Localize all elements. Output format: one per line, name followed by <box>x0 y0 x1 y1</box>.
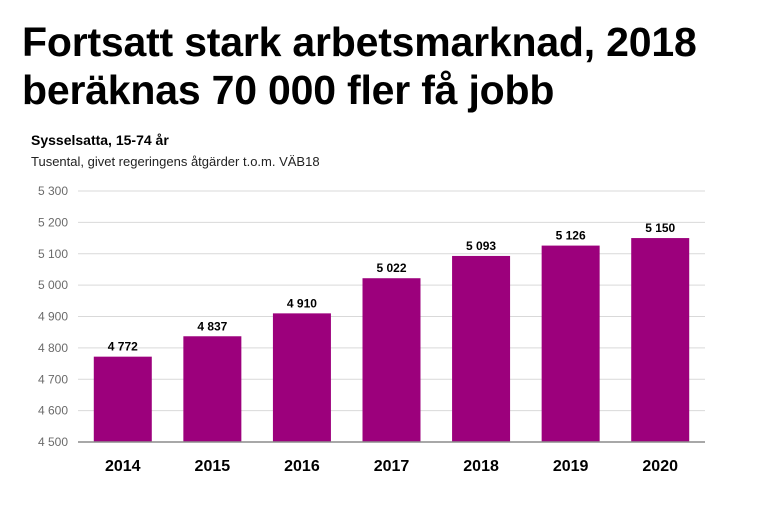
bar <box>631 238 690 442</box>
data-label: 4 772 <box>108 340 138 354</box>
chart-headline: Fortsatt stark arbetsmarknad, 2018 beräk… <box>22 18 752 114</box>
bar <box>362 278 421 442</box>
headline-line-1: Fortsatt stark arbetsmarknad, 2018 <box>22 19 697 65</box>
data-label: 5 093 <box>466 239 496 253</box>
y-tick-label: 5 100 <box>38 247 68 261</box>
bar <box>93 356 152 442</box>
y-tick-label: 5 300 <box>38 184 68 198</box>
y-tick-label: 5 000 <box>38 278 68 292</box>
y-tick-label: 4 800 <box>38 341 68 355</box>
bar <box>183 336 242 442</box>
data-label: 4 910 <box>287 296 317 310</box>
bar <box>541 245 600 442</box>
bar <box>272 313 331 442</box>
y-tick-label: 5 200 <box>38 215 68 229</box>
y-tick-label: 4 600 <box>38 404 68 418</box>
x-tick-label: 2014 <box>105 458 141 475</box>
data-label: 4 837 <box>197 319 227 333</box>
y-tick-label: 4 700 <box>38 372 68 386</box>
data-label: 5 126 <box>556 229 586 243</box>
x-tick-label: 2020 <box>642 458 678 475</box>
chart-note: Tusental, givet regeringens åtgärder t.o… <box>31 154 320 169</box>
chart-subtitle: Sysselsatta, 15-74 år <box>31 132 169 148</box>
x-tick-label: 2019 <box>553 458 589 475</box>
data-label: 5 150 <box>645 221 675 235</box>
x-tick-label: 2017 <box>374 458 410 475</box>
y-tick-label: 4 900 <box>38 310 68 324</box>
x-tick-label: 2016 <box>284 458 320 475</box>
x-tick-label: 2018 <box>463 458 499 475</box>
data-label: 5 022 <box>376 261 406 275</box>
x-tick-label: 2015 <box>195 458 231 475</box>
bar <box>452 255 511 442</box>
y-tick-label: 4 500 <box>38 435 68 449</box>
headline-line-2: beräknas 70 000 fler få jobb <box>22 67 555 113</box>
